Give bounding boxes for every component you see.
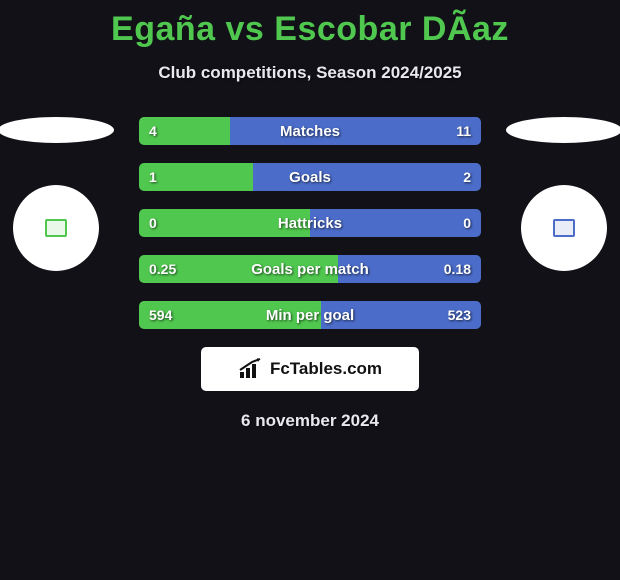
stats-list: 4 Matches 11 1 Goals 2 0 Hattricks 0 0.2… xyxy=(139,117,481,329)
stat-right-value: 11 xyxy=(456,117,471,145)
stat-right-value: 0 xyxy=(463,209,471,237)
shirt-icon xyxy=(553,219,575,237)
stat-label: Goals per match xyxy=(139,255,481,283)
page-title: Egaña vs Escobar DÃ­az xyxy=(0,0,620,49)
chart-icon xyxy=(238,358,264,380)
page-subtitle: Club competitions, Season 2024/2025 xyxy=(0,63,620,83)
stat-row: 1 Goals 2 xyxy=(139,163,481,191)
date-text: 6 november 2024 xyxy=(0,411,620,431)
stat-label: Hattricks xyxy=(139,209,481,237)
comparison-panel: 4 Matches 11 1 Goals 2 0 Hattricks 0 0.2… xyxy=(0,117,620,431)
brand-badge: FcTables.com xyxy=(201,347,419,391)
stat-row: 0 Hattricks 0 xyxy=(139,209,481,237)
shadow-ellipse xyxy=(506,117,620,143)
brand-text: FcTables.com xyxy=(270,359,382,379)
shirt-icon xyxy=(45,219,67,237)
stat-label: Min per goal xyxy=(139,301,481,329)
player-left-column xyxy=(0,117,116,271)
stat-label: Goals xyxy=(139,163,481,191)
stat-right-value: 2 xyxy=(463,163,471,191)
stat-row: 0.25 Goals per match 0.18 xyxy=(139,255,481,283)
player-left-avatar xyxy=(13,185,99,271)
stat-label: Matches xyxy=(139,117,481,145)
player-right-avatar xyxy=(521,185,607,271)
stat-right-value: 0.18 xyxy=(444,255,471,283)
stat-row: 4 Matches 11 xyxy=(139,117,481,145)
stat-row: 594 Min per goal 523 xyxy=(139,301,481,329)
stat-right-value: 523 xyxy=(448,301,471,329)
player-right-column xyxy=(504,117,620,271)
shadow-ellipse xyxy=(0,117,114,143)
